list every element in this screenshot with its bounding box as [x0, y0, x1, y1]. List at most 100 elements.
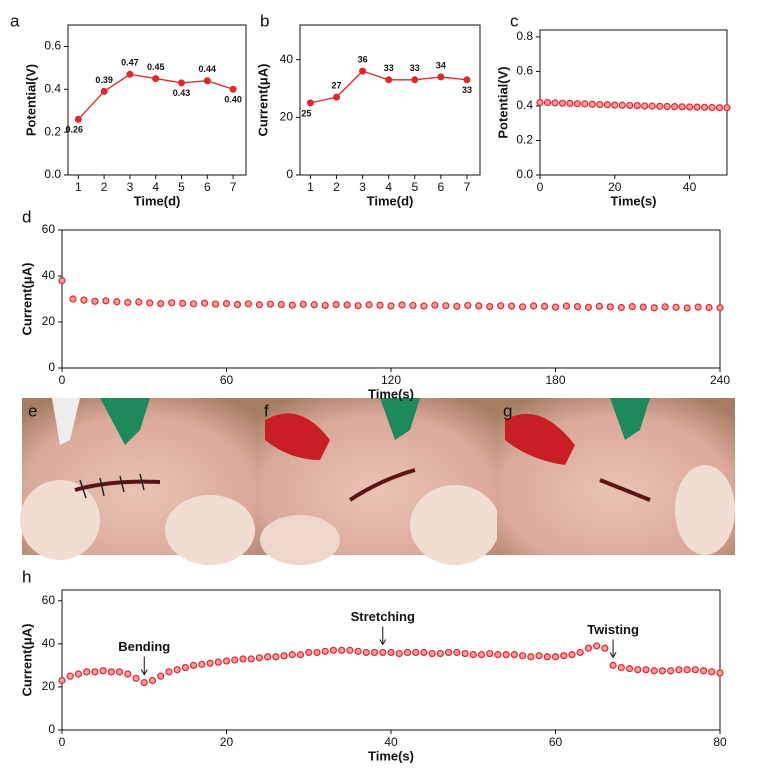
data-point	[444, 648, 453, 657]
data-point	[634, 666, 642, 674]
data-label: 0.43	[173, 88, 191, 98]
data-point	[277, 300, 285, 309]
data-point	[663, 102, 671, 111]
data-point	[387, 648, 395, 657]
data-point	[398, 301, 406, 309]
data-point	[229, 85, 237, 93]
data-point	[672, 303, 680, 311]
x-tick-label: 40	[683, 180, 697, 194]
x-tick-label: 6	[438, 180, 445, 194]
data-point	[716, 304, 724, 312]
photo-g	[497, 398, 735, 555]
data-label: 0.26	[66, 125, 84, 135]
plot-frame	[299, 24, 481, 176]
x-tick-label: 7	[230, 180, 237, 194]
data-point	[146, 299, 154, 307]
y-tick-label: 0.4	[44, 81, 61, 95]
data-point	[678, 103, 686, 111]
x-tick-label: 0	[59, 373, 66, 387]
data-point	[354, 647, 362, 655]
x-tick-label: 3	[359, 180, 366, 194]
data-point	[464, 301, 472, 310]
y-tick-label: 20	[280, 109, 294, 123]
data-point	[231, 656, 239, 664]
y-tick-label: 20	[42, 314, 56, 328]
data-point	[403, 648, 412, 657]
data-point	[675, 666, 683, 674]
data-point	[157, 300, 165, 308]
photo-f	[258, 398, 500, 565]
y-tick-label: 0.4	[516, 98, 533, 112]
photo-e	[20, 398, 258, 565]
data-point	[343, 301, 351, 309]
data-point	[536, 98, 544, 107]
x-tick-label: 180	[545, 373, 565, 387]
y-tick-label: 0.0	[516, 167, 533, 181]
data-point	[723, 104, 731, 112]
data-point	[551, 99, 559, 107]
data-point	[211, 300, 220, 308]
data-point	[102, 297, 110, 305]
data-point	[409, 301, 417, 310]
x-tick-label: 6	[204, 180, 211, 194]
data-point	[581, 100, 589, 108]
data-point	[560, 652, 568, 660]
data-point	[206, 659, 214, 667]
data-point	[685, 103, 694, 111]
data-point	[200, 299, 209, 307]
y-tick-label: 0.6	[516, 64, 533, 78]
data-point	[694, 303, 702, 311]
data-point	[338, 646, 346, 654]
x-axis-label: Time(s)	[368, 386, 414, 401]
y-axis-label: Current(μA)	[19, 624, 34, 697]
data-label: 0.40	[224, 95, 242, 105]
data-point	[494, 651, 502, 659]
data-point	[190, 661, 198, 669]
panel-label: g	[503, 401, 512, 420]
data-label: 0.47	[121, 58, 139, 68]
y-tick-label: 0	[286, 167, 293, 181]
data-point	[181, 663, 189, 672]
data-point	[436, 649, 444, 658]
data-point	[529, 302, 538, 310]
data-point	[280, 652, 288, 660]
data-point	[562, 302, 571, 310]
data-point	[411, 76, 419, 84]
data-point	[321, 647, 329, 655]
panel-label: f	[264, 401, 269, 420]
data-point	[639, 303, 647, 311]
data-point	[667, 667, 675, 675]
data-point	[461, 649, 469, 658]
x-tick-label: 20	[220, 735, 234, 749]
data-point	[700, 103, 709, 111]
data-point	[486, 649, 494, 658]
panel-label: e	[28, 401, 37, 420]
data-point	[233, 300, 242, 309]
data-point	[198, 660, 206, 668]
data-point	[497, 302, 505, 310]
y-tick-label: 40	[42, 636, 56, 650]
data-point	[705, 303, 713, 312]
x-tick-label: 60	[220, 373, 234, 387]
data-point	[266, 300, 274, 308]
data-point	[606, 303, 614, 311]
data-point	[69, 295, 77, 303]
data-point	[332, 300, 340, 309]
x-tick-label: 120	[381, 373, 401, 387]
data-label: 33	[462, 85, 472, 95]
data-point	[633, 102, 641, 110]
y-tick-label: 0.2	[516, 133, 533, 147]
data-point	[566, 99, 574, 107]
y-tick-label: 0	[48, 722, 55, 736]
data-point	[80, 296, 88, 304]
data-point	[173, 666, 181, 674]
data-point	[508, 302, 516, 310]
data-point	[83, 668, 91, 676]
data-point	[535, 652, 543, 660]
x-tick-label: 20	[608, 180, 622, 194]
annotation: Bending	[118, 639, 170, 654]
data-point	[611, 101, 619, 109]
data-point	[716, 669, 724, 677]
data-point	[222, 657, 231, 665]
data-point	[641, 102, 649, 110]
